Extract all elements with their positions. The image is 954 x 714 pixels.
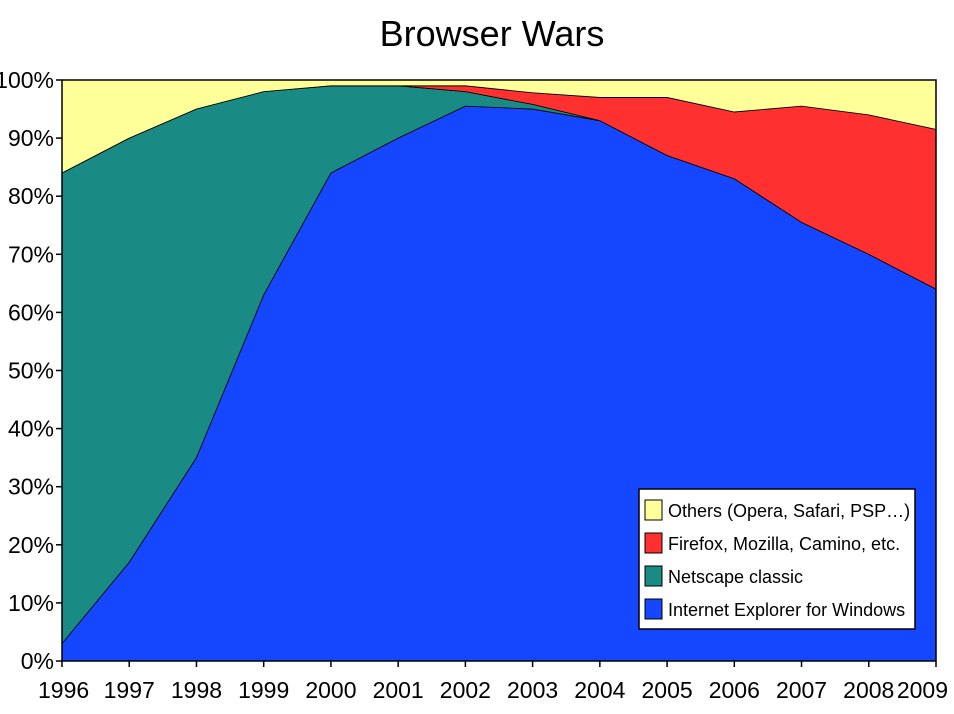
- legend-box: [638, 488, 916, 630]
- legend-swatch-netscape-classic: [644, 565, 663, 587]
- x-tick-label: 1997: [104, 677, 155, 703]
- x-tick-label: 2003: [507, 677, 558, 703]
- y-tick-label: 10%: [8, 590, 54, 616]
- y-tick-label: 60%: [8, 299, 54, 325]
- x-tick-label: 2004: [574, 677, 625, 703]
- legend-swatch-internet-explorer-for-windows: [644, 598, 663, 620]
- legend-label-netscape-classic: Netscape classic: [668, 567, 803, 587]
- x-tick-label: 1996: [38, 677, 89, 703]
- x-axis: 1996 1997 1998 1999 2000 2001 2002 2003 2004 2005…: [38, 661, 948, 703]
- y-tick-label: 100%: [0, 67, 54, 93]
- x-tick-label: 1999: [238, 677, 289, 703]
- x-tick-label: 2001: [373, 677, 424, 703]
- x-tick-label: 2007: [776, 677, 827, 703]
- legend-swatch-firefox-mozilla-camino-etc: [644, 532, 663, 554]
- y-tick-label: 0%: [21, 648, 54, 674]
- legend-label-others-opera-safari-psp: Others (Opera, Safari, PSP…): [668, 501, 910, 521]
- y-tick-label: 70%: [8, 241, 54, 267]
- x-tick-label: 2009: [897, 677, 948, 703]
- chart-title: Browser Wars: [380, 13, 605, 54]
- y-tick-label: 80%: [8, 183, 54, 209]
- y-tick-label: 20%: [8, 532, 54, 558]
- x-tick-label: 2005: [641, 677, 692, 703]
- x-tick-label: 2006: [709, 677, 760, 703]
- y-tick-label: 50%: [8, 358, 54, 384]
- legend-label-firefox-mozilla-camino-etc: Firefox, Mozilla, Camino, etc.: [668, 534, 900, 554]
- x-tick-label: 1998: [171, 677, 222, 703]
- y-axis: 0% 10% 20% 30% 40% 50% 60% 70% 80% 90% 100%: [0, 67, 62, 674]
- x-tick-label: 2002: [440, 677, 491, 703]
- x-tick-label: 2008: [843, 677, 894, 703]
- legend-swatch-others-opera-safari-psp: [644, 499, 663, 521]
- y-tick-label: 40%: [8, 416, 54, 442]
- legend: Others (Opera, Safari, PSP…) Firefox, Moz…: [638, 488, 916, 630]
- x-tick-label: 2000: [305, 677, 356, 703]
- y-tick-label: 90%: [8, 125, 54, 151]
- legend-label-internet-explorer-for-windows: Internet Explorer for Windows: [668, 600, 905, 620]
- y-tick-label: 30%: [8, 474, 54, 500]
